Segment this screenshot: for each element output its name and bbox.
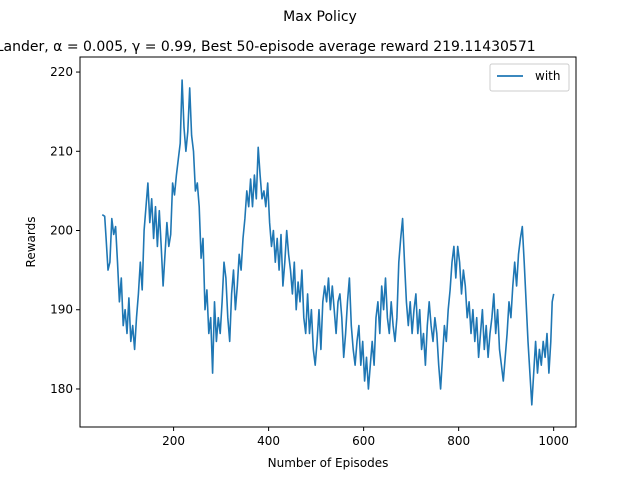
y-axis-label: Rewards [24, 217, 38, 268]
legend: with [489, 63, 570, 92]
x-ticks: 200 400 600 800 1000 [162, 427, 569, 448]
y-tick-label: 190 [50, 303, 73, 317]
x-tick-label: 600 [352, 434, 375, 448]
plot-area: 200 400 600 800 1000 180 190 200 210 220 [50, 56, 577, 448]
x-tick-label: 1000 [538, 434, 569, 448]
y-tick-label: 200 [50, 224, 73, 238]
y-ticks: 180 190 200 210 220 [50, 65, 80, 396]
y-tick-label: 180 [50, 382, 73, 396]
series-layer [101, 79, 555, 406]
x-axis-label: Number of Episodes [268, 456, 389, 470]
series-line-with [101, 79, 555, 406]
legend-label: with [535, 69, 560, 83]
legend-box [489, 63, 570, 92]
x-tick-label: 400 [257, 434, 280, 448]
y-tick-label: 220 [50, 65, 73, 79]
x-tick-label: 200 [162, 434, 185, 448]
chart-title: rLander, α = 0.005, γ = 0.99, Best 50-ep… [0, 39, 536, 55]
figure-suptitle: Max Policy [283, 9, 357, 25]
axes-frame [79, 56, 577, 428]
y-tick-label: 210 [50, 144, 73, 158]
x-tick-label: 800 [447, 434, 470, 448]
